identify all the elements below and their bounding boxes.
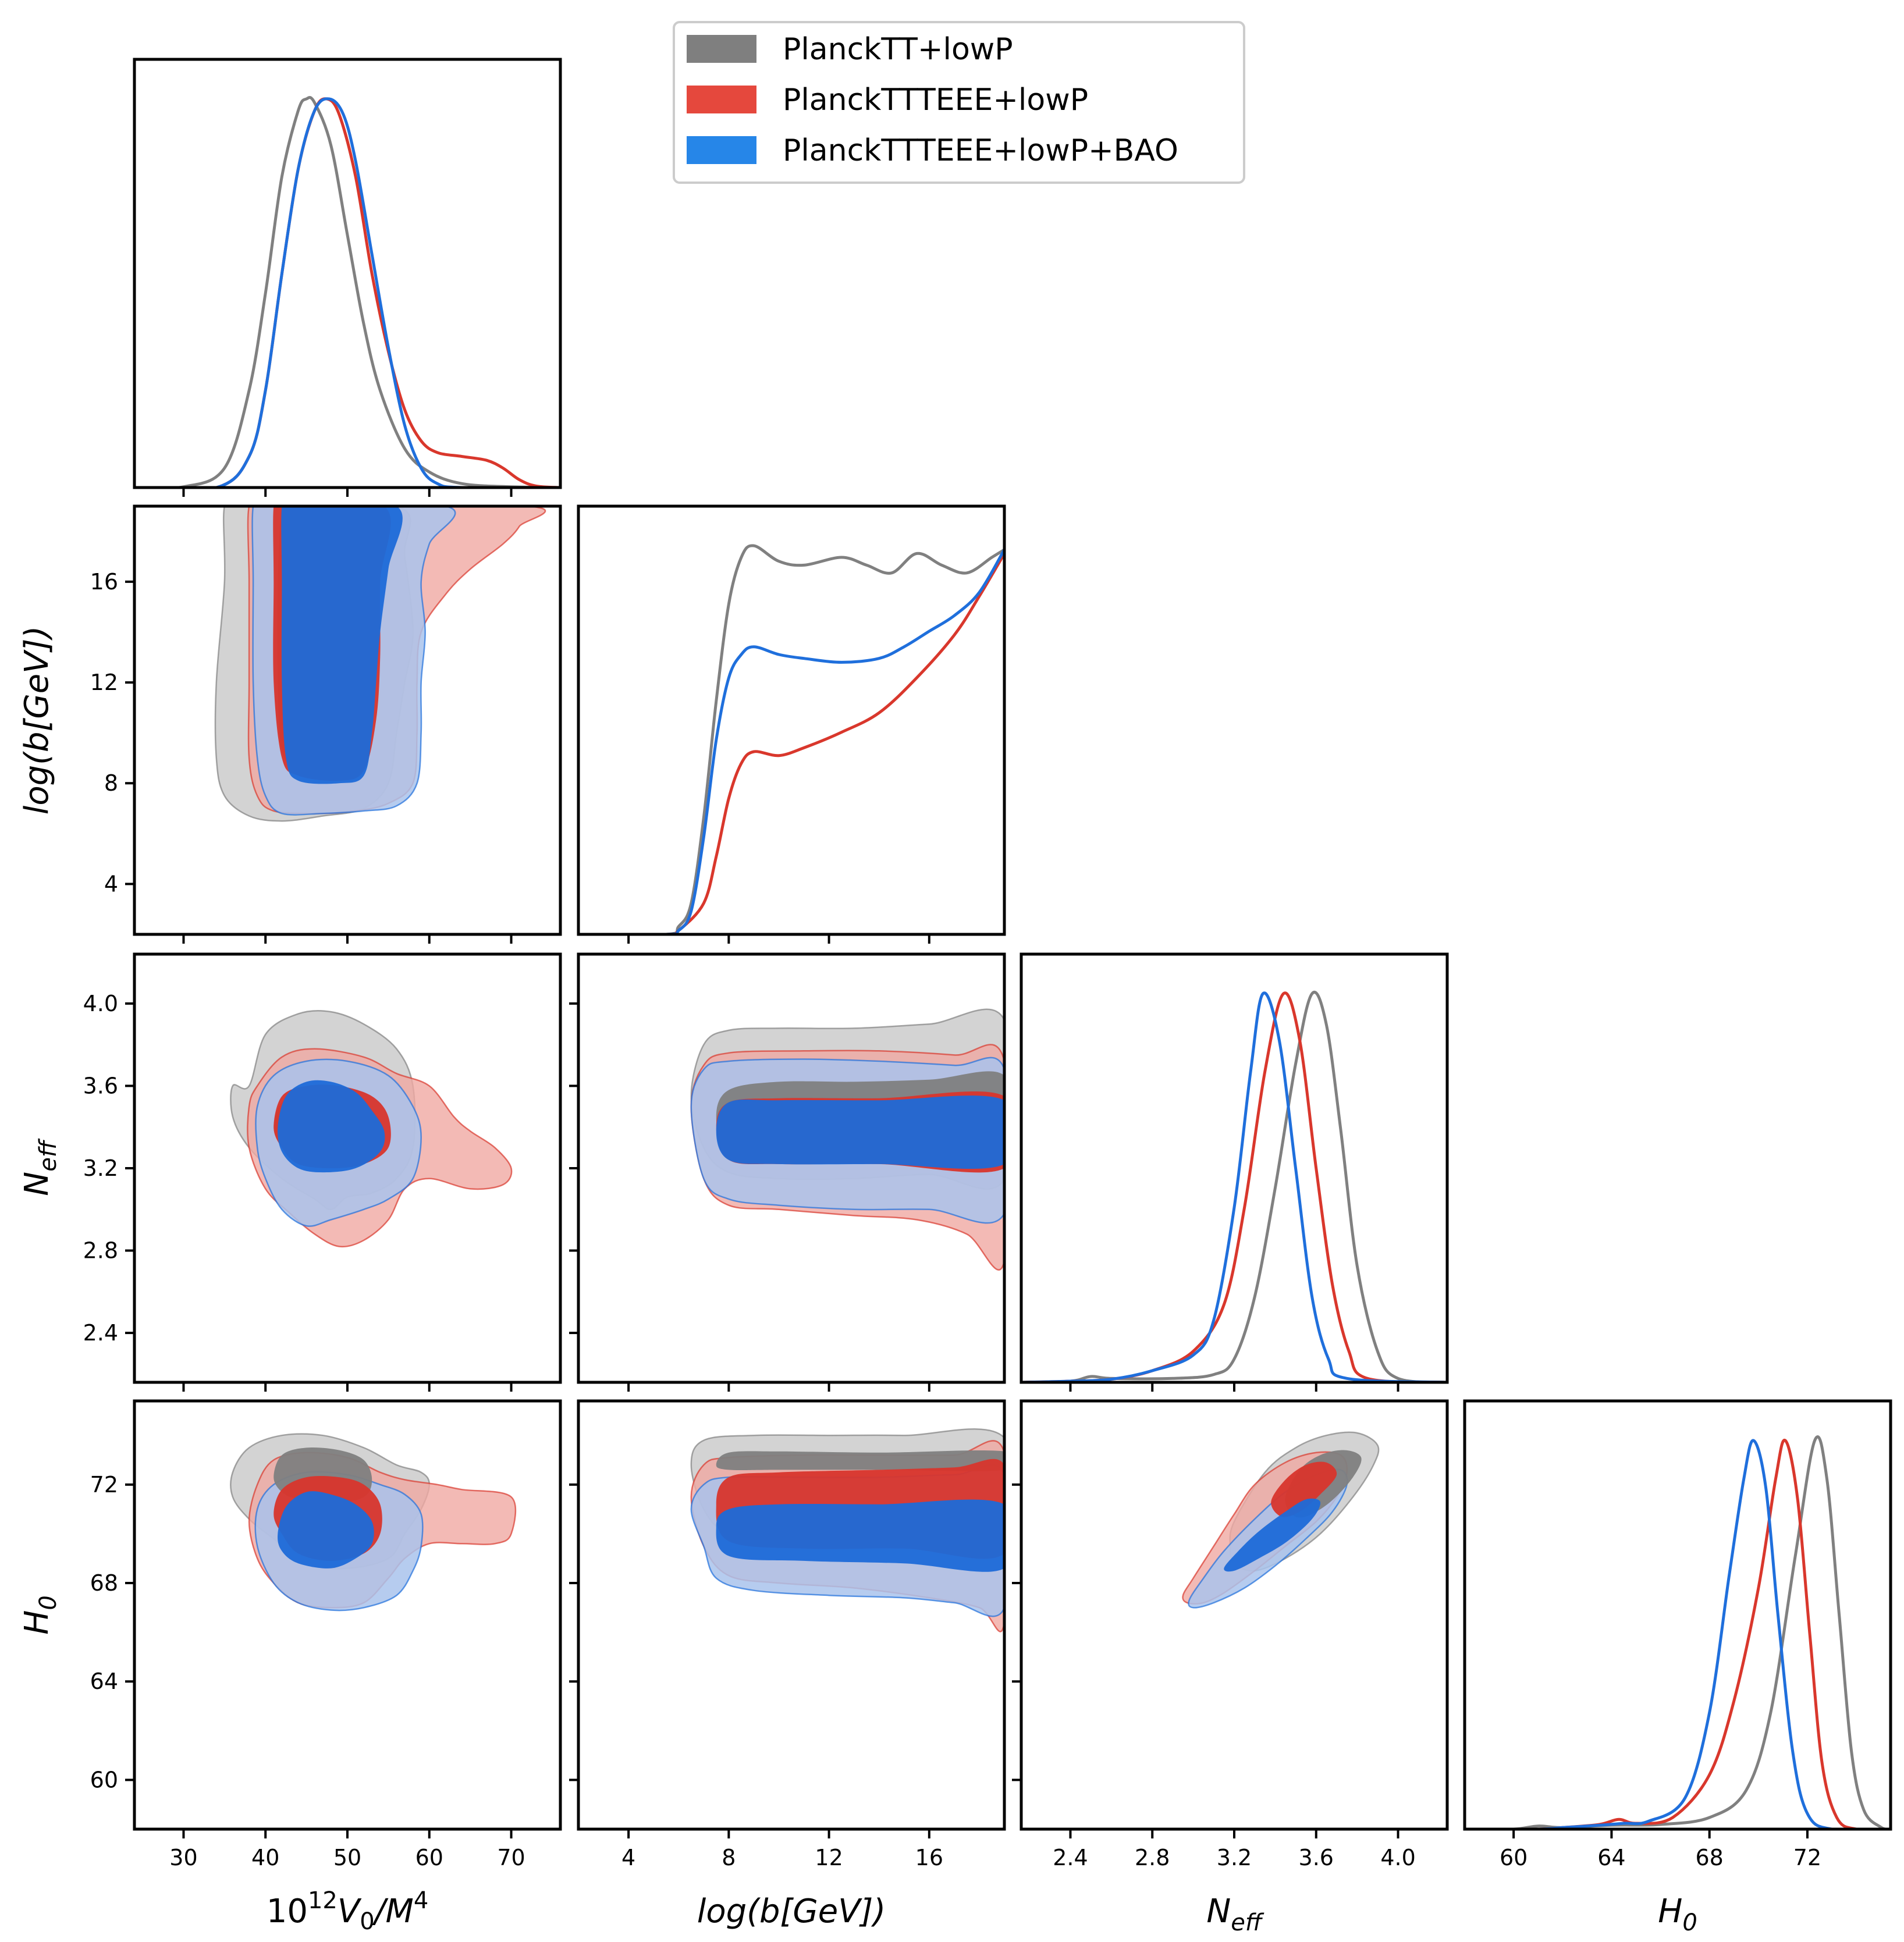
marginal-curve-red (134, 97, 560, 488)
panel-frame (1020, 1399, 1449, 1831)
labels-layer: 4 8 12 16 2.4 2.8 3.2 3.6 4.0 30 40 50 60 70 60 64 68 72 4… (18, 569, 1821, 1936)
x-tick-label: 12 (815, 1845, 843, 1870)
x-tick-label: 70 (497, 1845, 525, 1870)
panel-frame (577, 504, 1006, 936)
panel-H0-V0 (125, 1399, 562, 1838)
panel-Neff-logb (569, 952, 1006, 1392)
y-tick-label: 60 (90, 1767, 118, 1792)
panel-content (578, 544, 1004, 934)
y-tick-label: 4 (104, 871, 118, 897)
panel-content (690, 1008, 1004, 1271)
panel-logb-logb (577, 504, 1006, 944)
x-tick-label: 2.8 (1135, 1845, 1170, 1870)
marginal-curve-gray (1021, 991, 1447, 1382)
contour-inner-blue (278, 1080, 385, 1173)
x-tick-label: 4 (621, 1845, 635, 1870)
x-axis-label-Neff: Neff (1206, 1893, 1264, 1936)
legend-swatch-blue (687, 136, 756, 164)
y-tick-label: 2.8 (83, 1238, 118, 1264)
panel-H0-Neff (1012, 1399, 1449, 1838)
x-tick-label: 40 (251, 1845, 279, 1870)
marginal-curve-gray (578, 544, 1004, 934)
x-axis-label-H0: H0 (1658, 1893, 1697, 1936)
y-tick-label: 2.4 (83, 1320, 118, 1346)
marginal-curve-gray (1465, 1435, 1891, 1829)
panel-Neff-V0 (125, 952, 562, 1392)
panel-frame (1463, 1399, 1892, 1831)
contour-inner-blue (716, 1096, 1004, 1169)
y-tick-label: 8 (104, 770, 118, 796)
x-axis-label-logb: log(b[GeV]) (697, 1893, 886, 1930)
panel-content (690, 1428, 1004, 1632)
marginal-curve-blue (134, 97, 560, 488)
y-tick-label: 3.2 (83, 1155, 118, 1181)
x-tick-label: 3.6 (1299, 1845, 1334, 1870)
x-tick-label: 72 (1793, 1845, 1821, 1870)
panel-V0-V0 (133, 58, 562, 497)
panel-content (1182, 1431, 1380, 1609)
contour-inner-gray (716, 1450, 1004, 1471)
x-tick-label: 2.4 (1053, 1845, 1088, 1870)
marginal-curve-blue (1021, 991, 1447, 1382)
panel-H0-H0 (1463, 1399, 1892, 1838)
contour-inner-blue (281, 506, 403, 784)
legend-label-red: PlanckTTTEEE+lowP (783, 83, 1088, 118)
x-tick-label: 8 (722, 1845, 736, 1870)
panel-logb-V0 (125, 504, 562, 944)
panels-layer (125, 58, 1892, 1838)
legend-swatch-red (687, 86, 756, 113)
panel-content (1021, 991, 1447, 1382)
y-tick-label: 64 (90, 1669, 118, 1694)
y-tick-label: 12 (90, 670, 118, 695)
marginal-curve-gray (134, 96, 560, 488)
x-axis-label-V0: 1012V0/M4 (267, 1887, 429, 1935)
panel-content (214, 506, 546, 822)
marginal-curve-blue (578, 549, 1004, 934)
legend-label-blue: PlanckTTTEEE+lowP+BAO (783, 133, 1178, 168)
panel-content (230, 1433, 517, 1612)
marginal-curve-red (578, 553, 1004, 934)
x-tick-label: 60 (415, 1845, 443, 1870)
contour-inner-blue (716, 1499, 1004, 1572)
y-tick-label: 16 (90, 569, 118, 595)
x-tick-label: 3.2 (1217, 1845, 1252, 1870)
panel-content (1465, 1435, 1891, 1829)
x-tick-label: 60 (1500, 1845, 1528, 1870)
contour-inner-blue (1224, 1498, 1321, 1572)
legend-swatch-gray (687, 35, 756, 63)
y-axis-label-logb: log(b[GeV]) (18, 626, 56, 814)
x-tick-label: 4.0 (1380, 1845, 1415, 1870)
legend-label-gray: PlanckTT+lowP (783, 32, 1013, 67)
contour-inner-red (1271, 1461, 1337, 1517)
y-tick-label: 3.6 (83, 1073, 118, 1098)
x-tick-label: 68 (1696, 1845, 1724, 1870)
marginal-curve-red (1465, 1438, 1891, 1829)
marginal-curve-red (1021, 991, 1447, 1382)
panel-content (134, 96, 560, 488)
legend: PlanckTT+lowP PlanckTTTEEE+lowP PlanckTT… (673, 21, 1245, 184)
x-tick-label: 50 (333, 1845, 361, 1870)
panel-H0-logb (569, 1399, 1006, 1838)
y-tick-label: 68 (90, 1570, 118, 1596)
x-tick-label: 64 (1597, 1845, 1625, 1870)
y-tick-label: 4.0 (83, 991, 118, 1016)
y-axis-label-H0: H0 (18, 1595, 62, 1635)
legend-frame (673, 21, 1245, 184)
x-tick-label: 16 (915, 1845, 943, 1870)
panel-Neff-Neff (1020, 952, 1449, 1392)
panel-frame (1020, 952, 1449, 1384)
y-tick-label: 72 (90, 1472, 118, 1498)
marginal-curve-blue (1465, 1439, 1891, 1829)
panel-frame (577, 1399, 1006, 1831)
contour-inner-blue (278, 1491, 374, 1568)
panel-content (230, 1009, 513, 1248)
x-tick-label: 30 (169, 1845, 197, 1870)
y-axis-label-Neff: Neff (18, 1138, 62, 1196)
